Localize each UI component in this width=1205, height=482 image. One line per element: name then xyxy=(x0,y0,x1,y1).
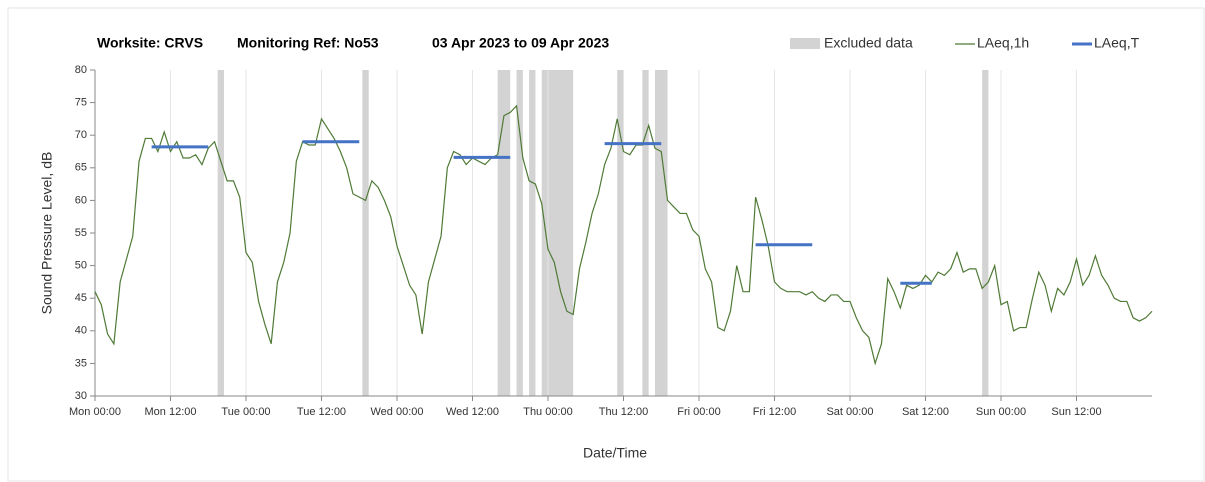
monitoring-ref: Monitoring Ref: No53 xyxy=(237,35,379,51)
excluded-band xyxy=(516,70,523,396)
y-tick-label: 55 xyxy=(75,227,87,239)
y-tick-label: 60 xyxy=(75,194,87,206)
chart-frame xyxy=(7,7,1205,482)
x-tick-label: Wed 12:00 xyxy=(446,406,499,418)
x-tick-label: Tue 00:00 xyxy=(221,406,270,418)
excluded-band xyxy=(217,70,224,396)
x-tick-label: Wed 00:00 xyxy=(370,406,423,418)
y-tick-label: 30 xyxy=(75,390,87,402)
excluded-band xyxy=(654,70,668,396)
x-tick-label: Tue 12:00 xyxy=(297,406,346,418)
excluded-band xyxy=(529,70,536,396)
y-axis-title: Sound Pressure Level, dB xyxy=(39,152,55,315)
y-tick-label: 70 xyxy=(75,129,87,141)
period: 03 Apr 2023 to 09 Apr 2023 xyxy=(432,35,609,51)
y-tick-label: 50 xyxy=(75,260,87,272)
legend-label: LAeq,T xyxy=(1094,35,1140,51)
excluded-band xyxy=(362,70,369,396)
x-tick-label: Mon 12:00 xyxy=(145,406,197,418)
excluded-band xyxy=(497,70,511,396)
excluded-band xyxy=(541,70,574,396)
legend-label: LAeq,1h xyxy=(977,35,1029,51)
y-tick-label: 40 xyxy=(75,325,87,337)
legend-label: Excluded data xyxy=(824,35,913,51)
line xyxy=(94,104,1153,366)
worksite: Worksite: CRVS xyxy=(97,35,203,51)
x-tick-label: Sun 12:00 xyxy=(1051,406,1101,418)
x-tick-label: Fri 00:00 xyxy=(677,406,720,418)
excluded-band xyxy=(617,70,624,396)
x-tick-label: Sun 00:00 xyxy=(976,406,1026,418)
excluded-band xyxy=(982,70,989,396)
y-tick-label: 65 xyxy=(75,162,87,174)
x-axis-title: Date/Time xyxy=(583,445,647,461)
x-tick-label: Thu 12:00 xyxy=(599,406,649,418)
x-tick-label: Thu 00:00 xyxy=(523,406,573,418)
x-tick-label: Sat 12:00 xyxy=(902,406,949,418)
x-tick-label: Fri 12:00 xyxy=(753,406,796,418)
y-tick-label: 45 xyxy=(75,292,87,304)
x-tick-label: Sat 00:00 xyxy=(826,406,873,418)
y-tick-label: 80 xyxy=(75,64,87,76)
legend-swatch xyxy=(790,38,820,49)
y-tick-label: 75 xyxy=(75,97,87,109)
excluded-band xyxy=(642,70,649,396)
x-tick-label: Mon 00:00 xyxy=(69,406,121,418)
y-tick-label: 35 xyxy=(75,357,87,369)
